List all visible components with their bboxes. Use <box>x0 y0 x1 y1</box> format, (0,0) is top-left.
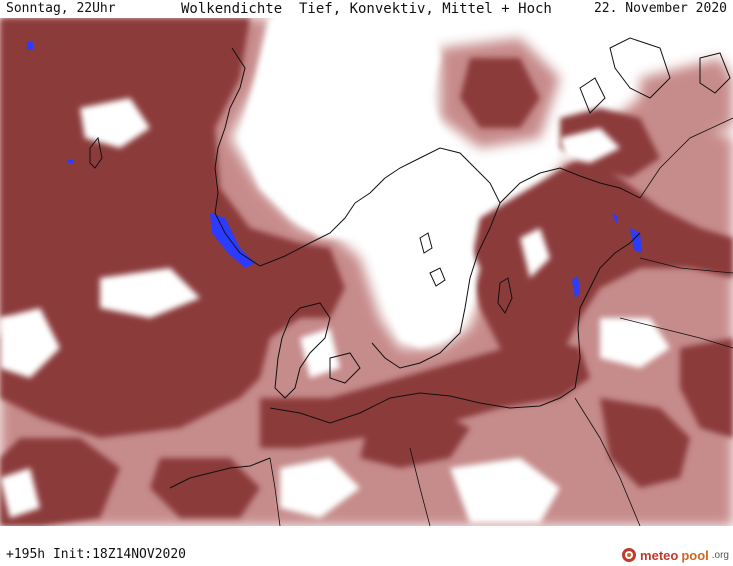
coastlines <box>89 37 733 526</box>
clear-sky-areas <box>0 18 670 523</box>
run-info-label: +195h Init:18Z14NOV2020 <box>6 547 187 562</box>
meteopool-globe-icon <box>622 548 637 562</box>
brand-part3: .org <box>711 549 729 561</box>
cloud-cover-map <box>0 18 733 526</box>
valid-date-label: 22. November 2020 <box>593 1 727 16</box>
map-title: Wolkendichte Tief, Konvektiv, Mittel + H… <box>181 1 552 17</box>
brand-part1: meteo <box>640 547 679 563</box>
meteopool-logo: meteo pool .org <box>621 547 729 563</box>
date-label: Sonntag, 22Uhr <box>6 1 116 16</box>
brand-part2: pool <box>681 547 709 563</box>
